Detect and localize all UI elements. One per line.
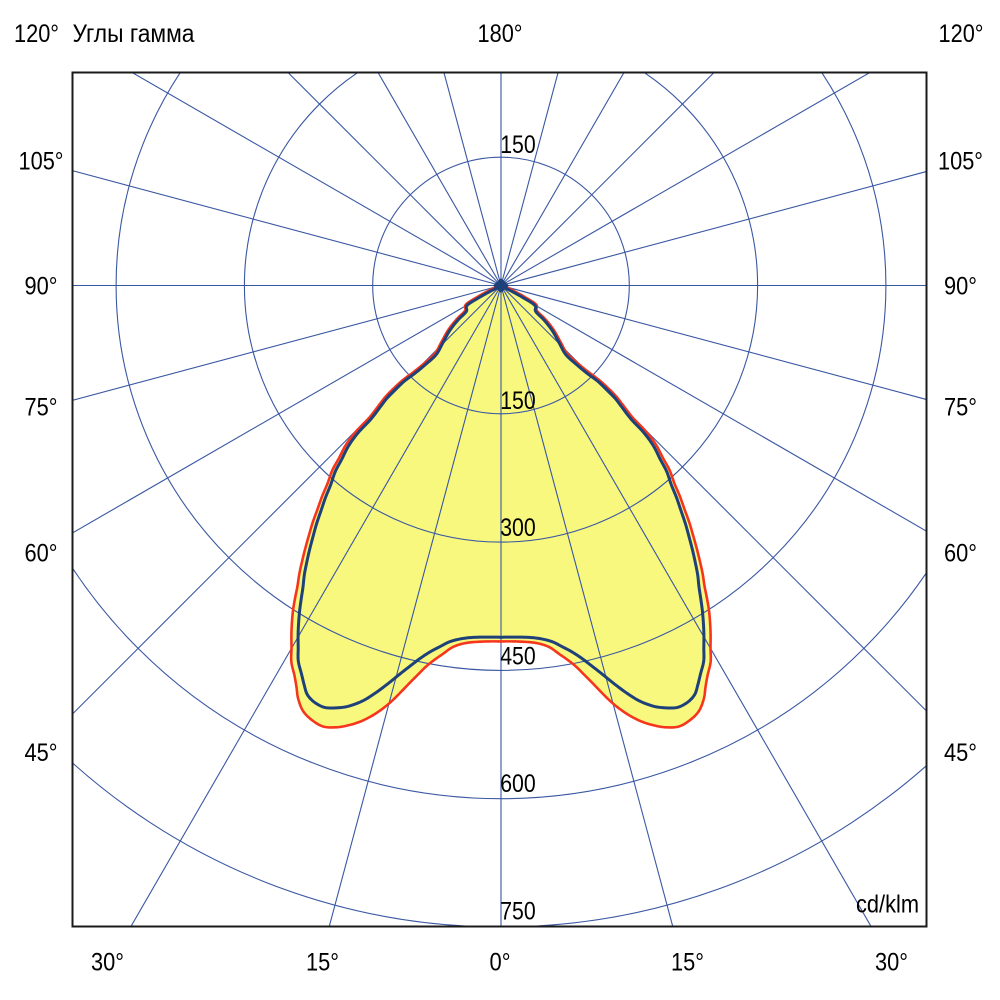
- svg-text:150: 150: [500, 387, 536, 415]
- svg-text:75°: 75°: [944, 393, 977, 421]
- svg-text:30°: 30°: [91, 949, 124, 977]
- svg-text:60°: 60°: [25, 539, 58, 567]
- svg-text:120°: 120°: [939, 20, 984, 48]
- svg-text:75°: 75°: [25, 393, 58, 421]
- svg-text:180°: 180°: [478, 20, 523, 48]
- svg-text:15°: 15°: [671, 949, 704, 977]
- svg-text:60°: 60°: [944, 539, 977, 567]
- svg-text:90°: 90°: [25, 273, 58, 301]
- svg-text:30°: 30°: [875, 949, 908, 977]
- svg-text:120°: 120°: [14, 20, 59, 48]
- svg-text:45°: 45°: [944, 739, 977, 767]
- svg-text:15°: 15°: [306, 949, 339, 977]
- svg-text:cd/klm: cd/klm: [856, 890, 919, 918]
- svg-text:105°: 105°: [19, 147, 64, 175]
- svg-text:90°: 90°: [944, 273, 977, 301]
- svg-text:300: 300: [500, 514, 536, 542]
- svg-text:600: 600: [500, 770, 536, 798]
- svg-text:450: 450: [500, 643, 536, 671]
- svg-text:105°: 105°: [938, 147, 983, 175]
- svg-text:750: 750: [500, 898, 536, 926]
- svg-text:150: 150: [500, 131, 536, 159]
- svg-text:Углы гамма: Углы гамма: [73, 20, 195, 48]
- svg-text:0°: 0°: [490, 949, 511, 977]
- svg-text:45°: 45°: [25, 739, 58, 767]
